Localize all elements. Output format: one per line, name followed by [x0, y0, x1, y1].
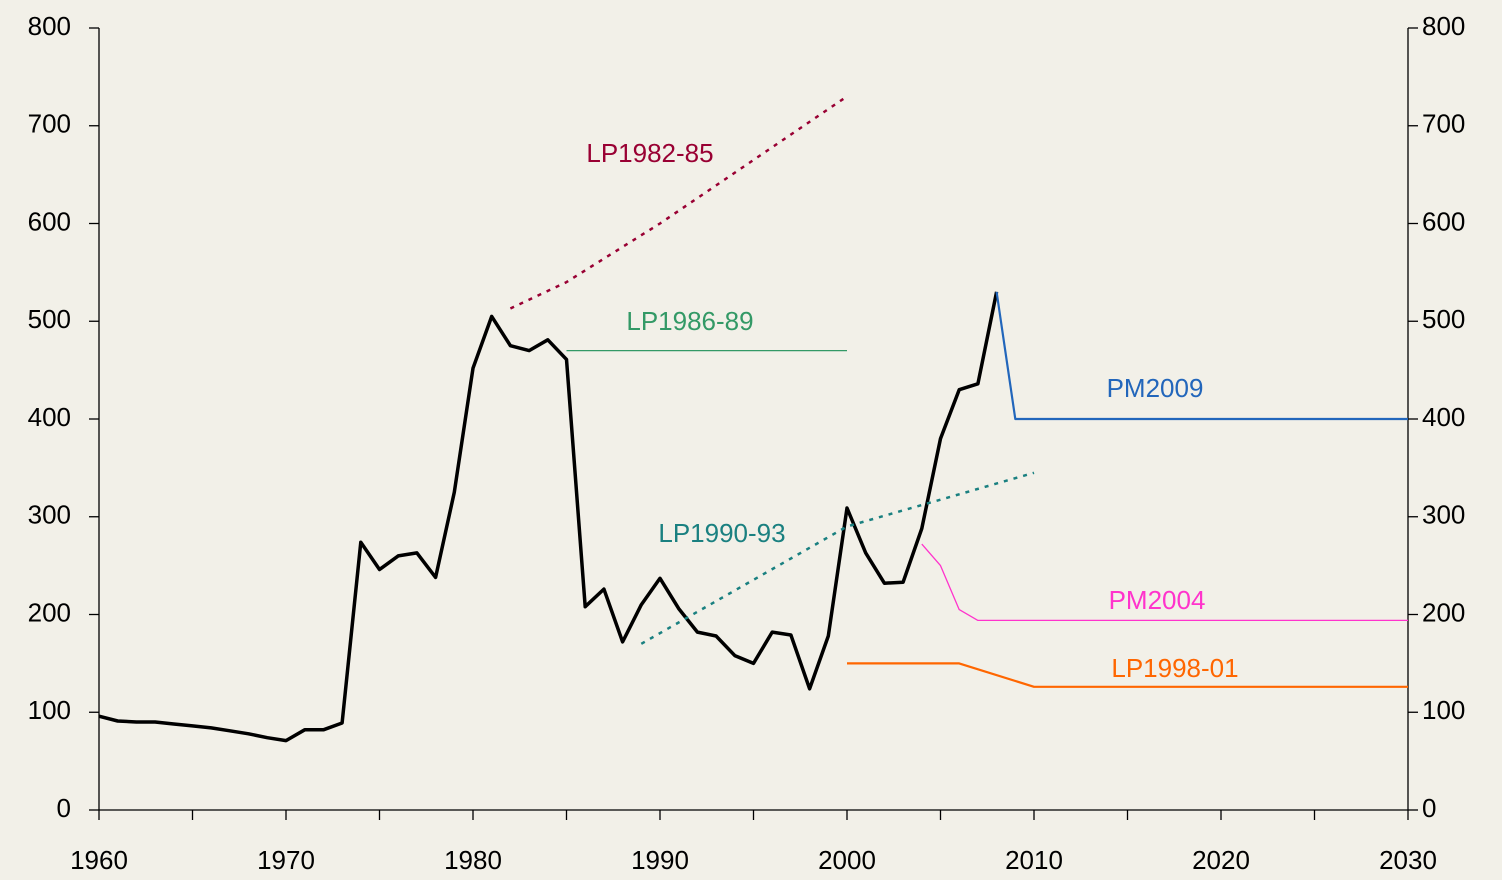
line: [995, 291, 1408, 421]
x-tick-label: 1970: [257, 845, 315, 875]
series-label: LP1986-89: [626, 306, 753, 336]
line: [509, 95, 848, 310]
x-tick-label: 1960: [70, 845, 128, 875]
y-tick-label: 0: [57, 793, 71, 823]
y2-tick-label: 600: [1422, 206, 1465, 236]
y2-tick-label: 500: [1422, 304, 1465, 334]
x-tick-label: 2010: [1005, 845, 1063, 875]
y-tick-label: 800: [28, 11, 71, 41]
y2-tick-label: 0: [1422, 793, 1436, 823]
y-tick-label: 400: [28, 402, 71, 432]
y-tick-label: 100: [28, 695, 71, 725]
y-tick-label: 500: [28, 304, 71, 334]
y-tick-label: 300: [28, 500, 71, 530]
series-label: PM2009: [1107, 373, 1204, 403]
line: [98, 291, 999, 743]
series-label: LP1998-01: [1111, 653, 1238, 683]
y2-tick-label: 700: [1422, 109, 1465, 139]
x-tick-label: 2000: [818, 845, 876, 875]
y-tick-label: 200: [28, 597, 71, 627]
y-tick-label: 700: [28, 109, 71, 139]
x-tick-label: 1990: [631, 845, 689, 875]
x-tick-label: 2020: [1192, 845, 1250, 875]
y2-tick-label: 400: [1422, 402, 1465, 432]
x-tick-label: 2030: [1379, 845, 1437, 875]
line: [847, 662, 1408, 688]
x-tick-label: 1980: [444, 845, 502, 875]
y2-tick-label: 800: [1422, 11, 1465, 41]
y-tick-label: 600: [28, 206, 71, 236]
y2-tick-label: 200: [1422, 597, 1465, 627]
y2-tick-label: 300: [1422, 500, 1465, 530]
line: [921, 543, 1408, 622]
series-label: LP1982-85: [586, 138, 713, 168]
y2-tick-label: 100: [1422, 695, 1465, 725]
series-label: PM2004: [1109, 585, 1206, 615]
series-label: LP1990-93: [658, 518, 785, 548]
